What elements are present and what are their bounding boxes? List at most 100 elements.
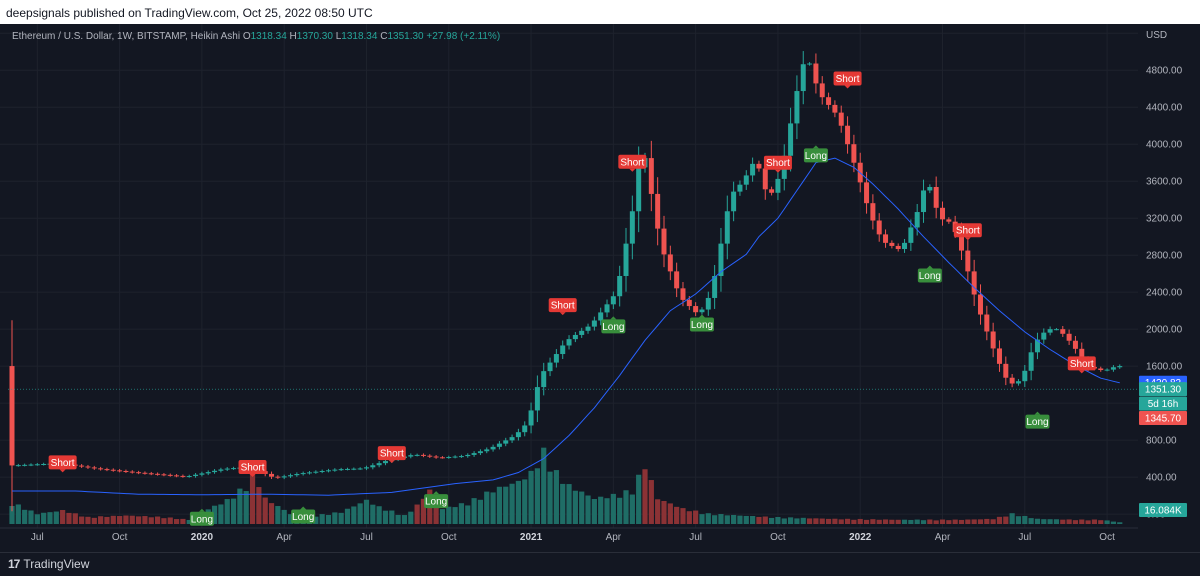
candle-body [623, 243, 629, 276]
volume-bar [218, 504, 224, 524]
volume-bar [851, 519, 857, 524]
candle-body [699, 309, 705, 313]
volume-bar [946, 520, 952, 524]
candle-body [661, 228, 667, 255]
candle-body [1060, 329, 1066, 334]
candle-body [591, 320, 597, 327]
volume-bar [553, 470, 559, 524]
candle-body [98, 468, 104, 470]
volume-bar [1041, 519, 1047, 524]
signal-pointer [774, 169, 781, 173]
volume-bar [984, 518, 990, 524]
candle-body [889, 242, 895, 246]
price-chart[interactable]: Short Long Short Long Short Long Short Long Shor… [0, 24, 1200, 552]
volume-bar [15, 504, 21, 524]
volume-bar [629, 494, 635, 524]
candle-body [376, 463, 382, 466]
close-value: 1351.30 [387, 31, 424, 42]
signal-box [238, 459, 267, 474]
candle-body [547, 362, 553, 372]
symbol-legend: Ethereum / U.S. Dollar, 1W, BITSTAMP, He… [12, 31, 500, 42]
candle-body [908, 227, 914, 243]
volume-bar [281, 509, 287, 524]
volume-bar [408, 511, 414, 524]
candle-body [990, 331, 996, 349]
candle-body [281, 476, 287, 478]
candle-body [477, 451, 483, 454]
candle-body [275, 476, 281, 478]
candle-body [174, 475, 180, 477]
volume-bar [693, 510, 699, 524]
volume-bar [1079, 519, 1085, 524]
price-tag: 5d 16h [1139, 396, 1187, 411]
signal-text: Short [956, 226, 980, 237]
volume-bar [863, 519, 870, 524]
volume-bar [1104, 520, 1110, 524]
candle-body [636, 167, 642, 212]
signal-pointer [698, 314, 705, 318]
candle-body [756, 163, 762, 169]
volume-bar [806, 518, 813, 524]
tradingview-logo[interactable]: 17 TradingView [8, 557, 89, 571]
short-signal: Short [238, 459, 267, 477]
price-tick-label: 2400.00 [1146, 288, 1183, 299]
volume-bar [705, 513, 711, 524]
volume-bar [528, 470, 534, 524]
price-tick-label: 2000.00 [1146, 325, 1183, 336]
volume-bar [452, 507, 458, 524]
candle-body [788, 123, 794, 156]
volume-bar [1117, 522, 1123, 524]
candle-body [996, 348, 1002, 364]
candle-body [965, 250, 971, 272]
volume-bar [104, 516, 110, 524]
signal-box [917, 268, 942, 283]
candle-body [838, 112, 844, 126]
volume-bar [895, 519, 901, 524]
candle-body [433, 456, 439, 458]
volume-bar [617, 497, 623, 524]
volume-bar [1098, 520, 1104, 524]
volume-bar [636, 474, 642, 524]
time-axis-labels[interactable]: Jul Oct 2020 Apr Jul Oct 2021 Apr Jul Oct 2022 Apr J… [31, 532, 1115, 543]
volume-bar [655, 499, 661, 524]
candle-body [484, 449, 490, 452]
candle-body [1053, 329, 1059, 331]
candle-body [326, 470, 331, 472]
volume-bar [142, 516, 148, 524]
candle-body [420, 454, 426, 456]
time-tick-label: Jul [689, 532, 702, 543]
candle-body [1034, 339, 1040, 353]
candle-body [724, 211, 730, 244]
candle-body [363, 467, 369, 469]
volume-bar [971, 519, 977, 524]
volume-bar [446, 506, 452, 524]
candle-body [313, 471, 319, 473]
volume-bar [819, 518, 825, 524]
candle-body [731, 191, 737, 212]
candle-body [927, 186, 933, 191]
volume-bar [79, 516, 85, 524]
volume-bar [566, 484, 572, 524]
brand-name: TradingView [23, 557, 90, 571]
low-value: 1318.34 [341, 31, 378, 42]
volume-bar [465, 505, 471, 524]
candle-body [743, 175, 749, 185]
volume-bar [825, 518, 832, 524]
volume-bar [420, 498, 427, 524]
volume-bar [585, 495, 591, 524]
volume-bar [313, 516, 319, 524]
price-tag-bg [1139, 382, 1187, 397]
candle-body [307, 472, 313, 474]
candle-body [1066, 333, 1072, 341]
signal-box [953, 223, 982, 238]
long-signal: Long [424, 491, 449, 509]
candle-body [718, 243, 724, 276]
chart-background [0, 24, 1200, 552]
symbol-description: Ethereum / U.S. Dollar, 1W, BITSTAMP, He… [12, 31, 241, 42]
price-axis[interactable] [1138, 24, 1200, 528]
volume-bar [173, 519, 180, 524]
volume-bar [471, 498, 477, 524]
candle-body [1009, 377, 1015, 384]
volume-bar [395, 514, 401, 524]
candle-body [231, 468, 237, 470]
